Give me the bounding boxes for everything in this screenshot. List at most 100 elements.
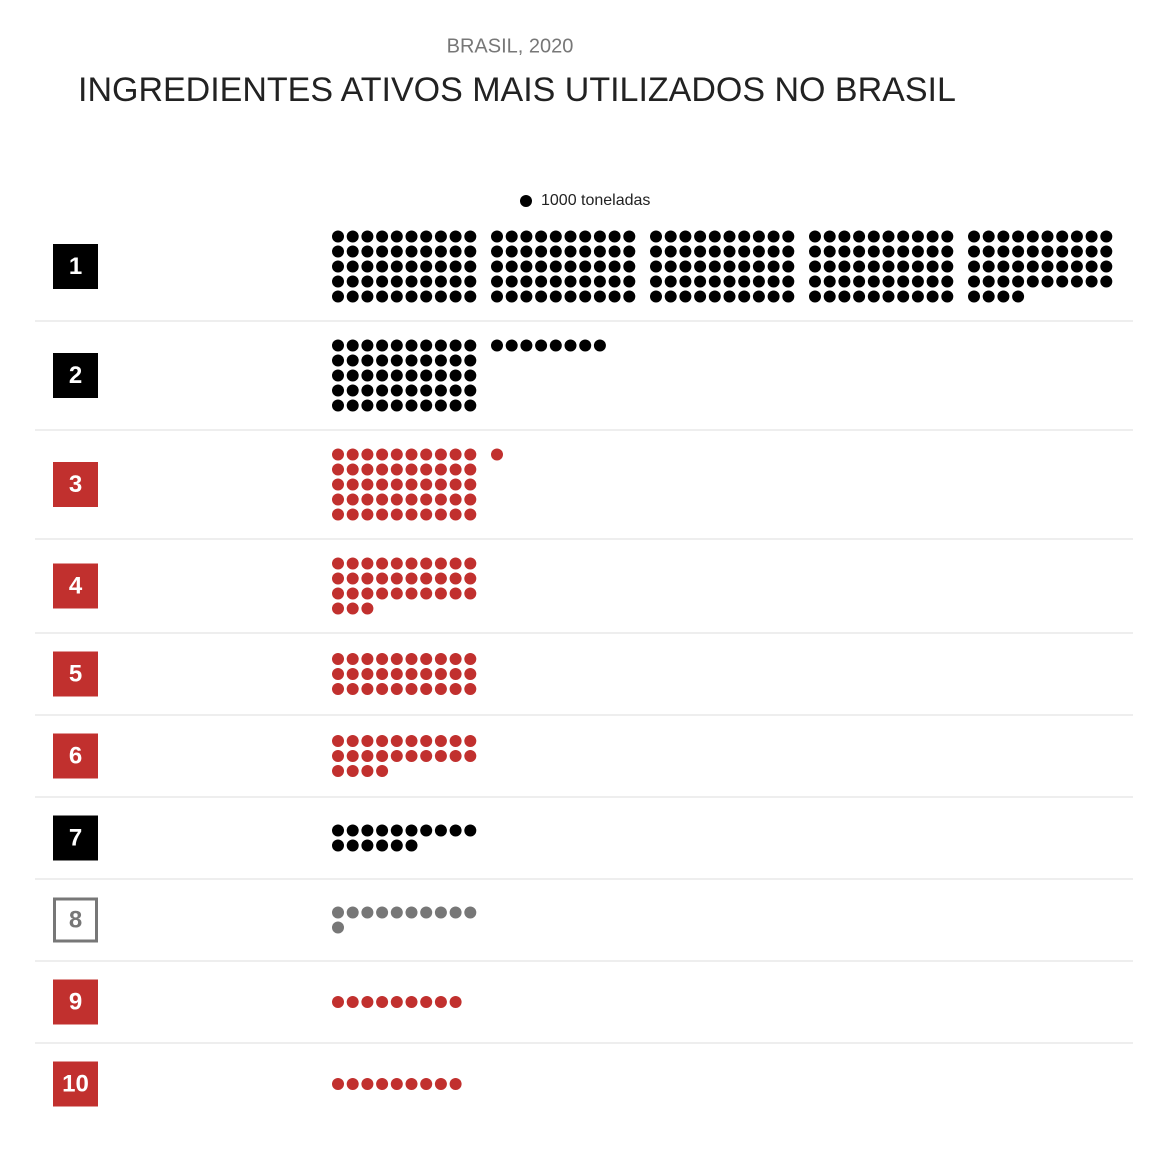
unit-dot xyxy=(346,463,359,476)
unit-dot xyxy=(449,996,462,1008)
unit-dot xyxy=(505,290,518,303)
unit-dot xyxy=(464,508,477,521)
unit-dot xyxy=(449,354,462,367)
unit-dot xyxy=(361,290,374,303)
unit-dot xyxy=(1070,230,1083,243)
unit-dot xyxy=(449,230,462,243)
unit-dot xyxy=(593,245,606,258)
rank-label: 6 xyxy=(69,742,82,769)
unit-dot xyxy=(752,230,765,243)
unit-dot xyxy=(376,824,389,837)
unit-dot xyxy=(361,245,374,258)
unit-dot xyxy=(361,260,374,273)
unit-dot xyxy=(390,448,403,461)
unit-dot xyxy=(346,448,359,461)
unit-dot xyxy=(376,384,389,397)
rank-label: 5 xyxy=(69,660,82,687)
unit-dot xyxy=(346,369,359,382)
unit-dot xyxy=(390,275,403,288)
unit-dot xyxy=(361,602,374,615)
unit-dot xyxy=(346,493,359,506)
unit-dot xyxy=(390,824,403,837)
unit-dot xyxy=(361,384,374,397)
unit-dot xyxy=(420,369,433,382)
unit-dot xyxy=(464,572,477,585)
legend-dot xyxy=(520,195,532,207)
unit-dot xyxy=(405,1078,418,1090)
unit-dot xyxy=(332,1078,344,1090)
unit-dot xyxy=(390,399,403,412)
unit-dot xyxy=(767,290,780,303)
unit-dot xyxy=(361,557,374,570)
unit-dot xyxy=(650,260,662,273)
unit-dot xyxy=(390,653,403,665)
unit-dot xyxy=(449,260,462,273)
unit-dot xyxy=(926,230,939,243)
unit-dot xyxy=(376,260,389,273)
unit-dot xyxy=(434,996,447,1008)
unit-dot xyxy=(434,399,447,412)
unit-dot xyxy=(882,290,895,303)
unit-dot xyxy=(911,230,924,243)
unit-dot xyxy=(420,478,433,491)
unit-dot xyxy=(464,463,477,476)
unit-dot xyxy=(361,230,374,243)
unit-dot xyxy=(911,275,924,288)
unit-dot xyxy=(823,290,836,303)
unit-dot xyxy=(579,230,592,243)
unit-dot xyxy=(361,824,374,837)
unit-dot xyxy=(434,478,447,491)
unit-dot xyxy=(941,290,954,303)
unit-dot xyxy=(346,230,359,243)
unit-dot xyxy=(390,750,403,762)
unit-dot xyxy=(332,839,344,852)
unit-dot xyxy=(346,839,359,852)
unit-dot xyxy=(464,230,477,243)
unit-dot xyxy=(1041,230,1054,243)
unit-dot xyxy=(449,493,462,506)
unit-dot xyxy=(579,339,592,352)
unit-dot xyxy=(449,369,462,382)
unit-dot xyxy=(405,557,418,570)
unit-dot xyxy=(405,260,418,273)
unit-dot xyxy=(968,275,980,288)
unit-dot xyxy=(968,290,980,303)
unit-dot xyxy=(1100,275,1113,288)
unit-dot xyxy=(1100,260,1113,273)
unit-dot xyxy=(405,354,418,367)
unit-dot xyxy=(346,339,359,352)
unit-dot xyxy=(1026,230,1039,243)
unit-dot xyxy=(549,339,562,352)
unit-dot xyxy=(449,384,462,397)
unit-dot xyxy=(664,230,677,243)
unit-dot xyxy=(434,260,447,273)
unit-dot xyxy=(1070,275,1083,288)
unit-dot xyxy=(809,230,821,243)
unit-dot xyxy=(376,369,389,382)
unit-dot xyxy=(1056,245,1069,258)
unit-dot xyxy=(390,463,403,476)
unit-dot xyxy=(694,290,707,303)
unit-dot xyxy=(491,275,503,288)
unit-dot xyxy=(623,245,636,258)
unit-dot xyxy=(332,448,344,461)
unit-dot xyxy=(564,230,577,243)
unit-dot xyxy=(361,587,374,600)
unit-dot xyxy=(853,275,866,288)
unit-dot xyxy=(505,339,518,352)
unit-dot xyxy=(926,245,939,258)
unit-dot xyxy=(1026,275,1039,288)
unit-dot xyxy=(449,245,462,258)
unit-dot xyxy=(535,260,548,273)
unit-dot xyxy=(420,493,433,506)
unit-dot xyxy=(405,750,418,762)
unit-dot xyxy=(838,245,851,258)
unit-dot xyxy=(752,290,765,303)
unit-dot xyxy=(464,653,477,665)
unit-dot xyxy=(1041,245,1054,258)
unit-dot xyxy=(853,245,866,258)
unit-dot xyxy=(464,557,477,570)
unit-dot xyxy=(464,448,477,461)
unit-dot xyxy=(390,557,403,570)
